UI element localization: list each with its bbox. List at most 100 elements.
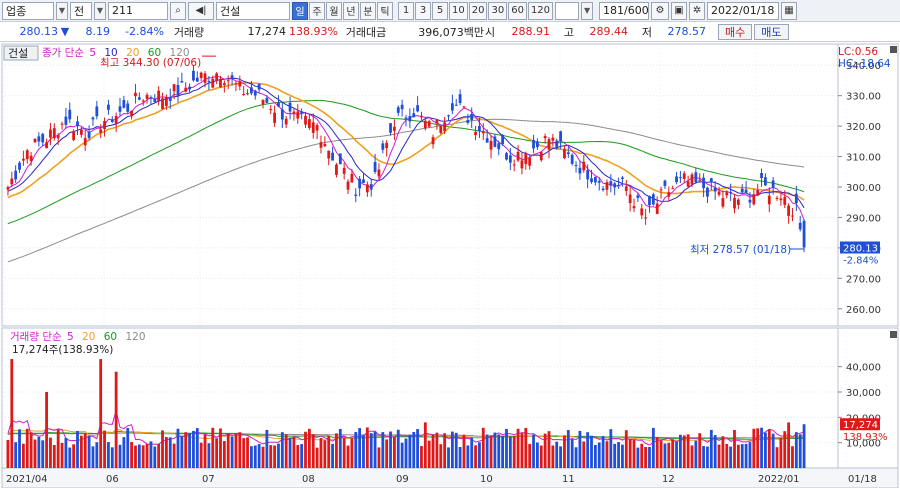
volume-bar: [547, 431, 551, 468]
volume-legend: 거래량 단순 5 20 60 120: [10, 331, 146, 343]
volume-legend-prefix: 거래량 단순: [10, 331, 62, 343]
volume-legend-ma120: 120: [125, 331, 145, 343]
volume-bar: [450, 431, 454, 468]
speaker-icon[interactable]: ◀|: [188, 1, 214, 20]
candle-body: [52, 128, 56, 139]
volume-bar: [706, 446, 709, 468]
volume-bar: [14, 442, 18, 468]
volume-bar: [172, 443, 176, 468]
candle-body: [725, 192, 729, 196]
stock-chart[interactable]: 340.00 330.00 320.00 310.00 300.00 290.00 280.…: [0, 42, 900, 488]
period-year-button[interactable]: 년: [343, 1, 359, 20]
candle-body: [686, 181, 690, 187]
candle-body: [787, 205, 791, 216]
volume-rate: 138.93%: [289, 25, 338, 38]
volume-bar: [578, 430, 582, 468]
volume-bar: [651, 427, 655, 468]
candle-body: [230, 75, 234, 79]
volume-bar: [261, 446, 265, 468]
candle-body: [485, 138, 489, 143]
market-select-value: 업종: [6, 4, 27, 18]
period-minute-button[interactable]: 분: [360, 1, 376, 20]
volume-bar: [72, 444, 76, 468]
price-axis: [837, 43, 899, 327]
market-select[interactable]: 업종: [2, 1, 54, 20]
candle-body: [145, 94, 149, 99]
period-month-button[interactable]: 월: [326, 1, 342, 20]
calendar-icon[interactable]: ▦: [781, 1, 798, 20]
volume-bar: [690, 445, 694, 468]
candle-body: [164, 97, 168, 106]
price-panel[interactable]: [1, 43, 839, 327]
volume-bar: [520, 432, 524, 468]
name-value: 건설: [220, 4, 241, 18]
minute-button[interactable]: 120: [527, 1, 554, 20]
minute-button[interactable]: 3: [415, 1, 431, 20]
custom-period-input[interactable]: [555, 1, 580, 20]
volume-bar: [752, 428, 756, 468]
volume-bar: [493, 432, 497, 468]
chevron-down-icon[interactable]: ▼: [56, 1, 68, 20]
chart-settings-icon[interactable]: ⚙: [651, 1, 670, 20]
volume-bar: [6, 439, 10, 468]
chevron-down-icon[interactable]: ▼: [94, 1, 106, 20]
panel-tab[interactable]: [3, 45, 39, 61]
volume-bar: [736, 444, 740, 468]
volume-bar: [663, 443, 667, 468]
buy-button[interactable]: 매수: [718, 23, 753, 40]
ma120-line: [7, 118, 805, 263]
volume-bar: [292, 437, 296, 468]
volume-bar: [454, 432, 458, 468]
period-week-button[interactable]: 주: [309, 1, 325, 20]
volume-panel-close-icon[interactable]: [890, 331, 897, 338]
minute-button[interactable]: 30: [488, 1, 508, 20]
volume-bar: [288, 437, 292, 468]
period-buttons: 일 주 월 년 분 틱: [292, 1, 393, 20]
candle-body: [493, 136, 497, 147]
candle-body: [172, 84, 176, 92]
sell-button[interactable]: 매도: [754, 23, 789, 40]
minute-button[interactable]: 10: [449, 1, 468, 20]
panel-close-icon[interactable]: [890, 46, 897, 53]
candle-body: [107, 104, 110, 110]
minute-button[interactable]: 5: [432, 1, 448, 20]
save-icon[interactable]: ▣: [671, 1, 688, 20]
period-type-select[interactable]: 전: [70, 1, 92, 20]
search-icon[interactable]: ⌕: [170, 1, 186, 20]
candle-body: [408, 116, 412, 122]
gear-icon[interactable]: ✲: [689, 1, 706, 20]
quote-bar: 280.13 ▼ 8.19 -2.84% 거래량 17,274 138.93% …: [0, 22, 900, 42]
candle-body: [450, 103, 454, 111]
period-day-button[interactable]: 일: [292, 1, 308, 20]
candle-body: [435, 120, 439, 124]
candle-body: [624, 186, 628, 191]
period-tick-button[interactable]: 틱: [377, 1, 393, 20]
candle-body: [377, 169, 381, 177]
code-input[interactable]: 211: [108, 1, 168, 20]
down-triangle-icon: ▼: [60, 25, 70, 38]
volume-top-annotation: 17,274주(138.93%): [12, 344, 113, 356]
candle-body: [373, 161, 377, 172]
minute-button[interactable]: 20: [468, 1, 488, 20]
volume-bar: [242, 438, 246, 468]
chevron-down-icon[interactable]: ▼: [581, 1, 594, 20]
volume-bar: [327, 436, 331, 468]
candle-body: [574, 165, 578, 167]
candle-body: [771, 180, 775, 188]
volume-bar: [593, 445, 597, 468]
volume-bar: [640, 443, 644, 468]
minute-button[interactable]: 60: [508, 1, 527, 20]
volume-bar: [748, 442, 752, 468]
date-input[interactable]: 2022/01/18: [707, 1, 780, 20]
candle-body: [644, 217, 648, 219]
candle-body: [675, 176, 678, 183]
candle-body: [284, 118, 288, 125]
candle-body: [501, 135, 505, 144]
candle-body: [462, 106, 466, 108]
legend-ma5: 5: [89, 47, 96, 59]
volume-bar: [698, 433, 702, 468]
candle-body: [582, 161, 586, 171]
candle-body: [508, 155, 512, 163]
minute-button[interactable]: 1: [398, 1, 414, 20]
candle-body: [87, 131, 91, 138]
